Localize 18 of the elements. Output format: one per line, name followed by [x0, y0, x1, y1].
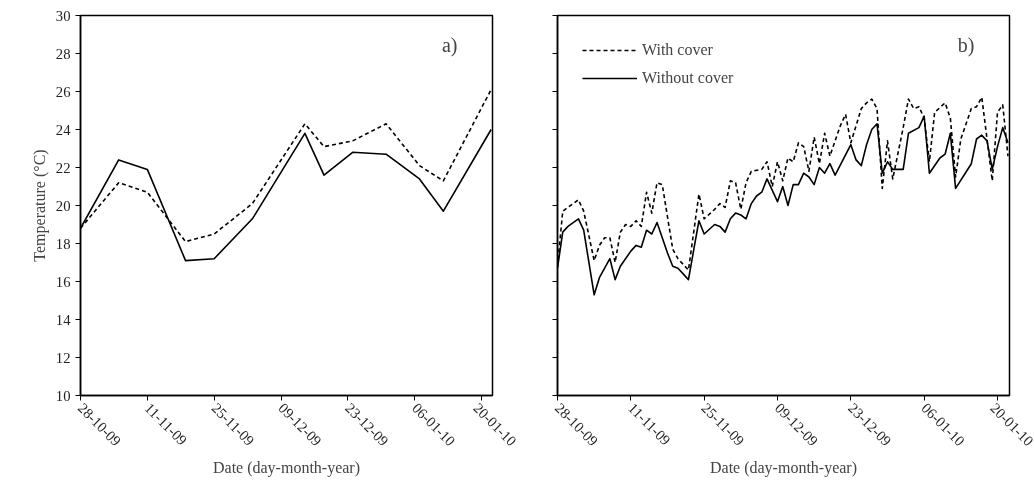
- y-tick-label: 12: [55, 349, 71, 366]
- y-tick-label: 26: [55, 83, 71, 100]
- y-tick-label: 30: [55, 7, 71, 24]
- annotation: b): [957, 33, 975, 57]
- legend-label: With cover: [642, 41, 713, 59]
- y-tick-label: 18: [55, 235, 71, 252]
- y-tick-label: 10: [55, 387, 71, 404]
- x-axis-title: Date (day-month-year): [709, 458, 858, 477]
- legend-label: Without cover: [642, 69, 734, 87]
- y-tick-label: 14: [55, 311, 72, 328]
- y-tick-label: 16: [55, 273, 71, 290]
- y-tick-label: 28: [55, 45, 71, 62]
- y-axis-title: Temperature (°C): [30, 149, 49, 262]
- y-tick-label: 20: [55, 197, 71, 214]
- annotation: a): [441, 33, 458, 57]
- x-axis-title: Date (day-month-year): [212, 458, 361, 477]
- y-tick-label: 24: [55, 121, 72, 138]
- y-tick-label: 22: [55, 159, 71, 176]
